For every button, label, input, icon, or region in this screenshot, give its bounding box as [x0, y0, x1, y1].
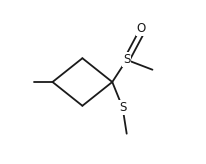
Text: S: S [119, 101, 126, 114]
Text: O: O [137, 22, 146, 35]
Text: S: S [123, 53, 130, 66]
